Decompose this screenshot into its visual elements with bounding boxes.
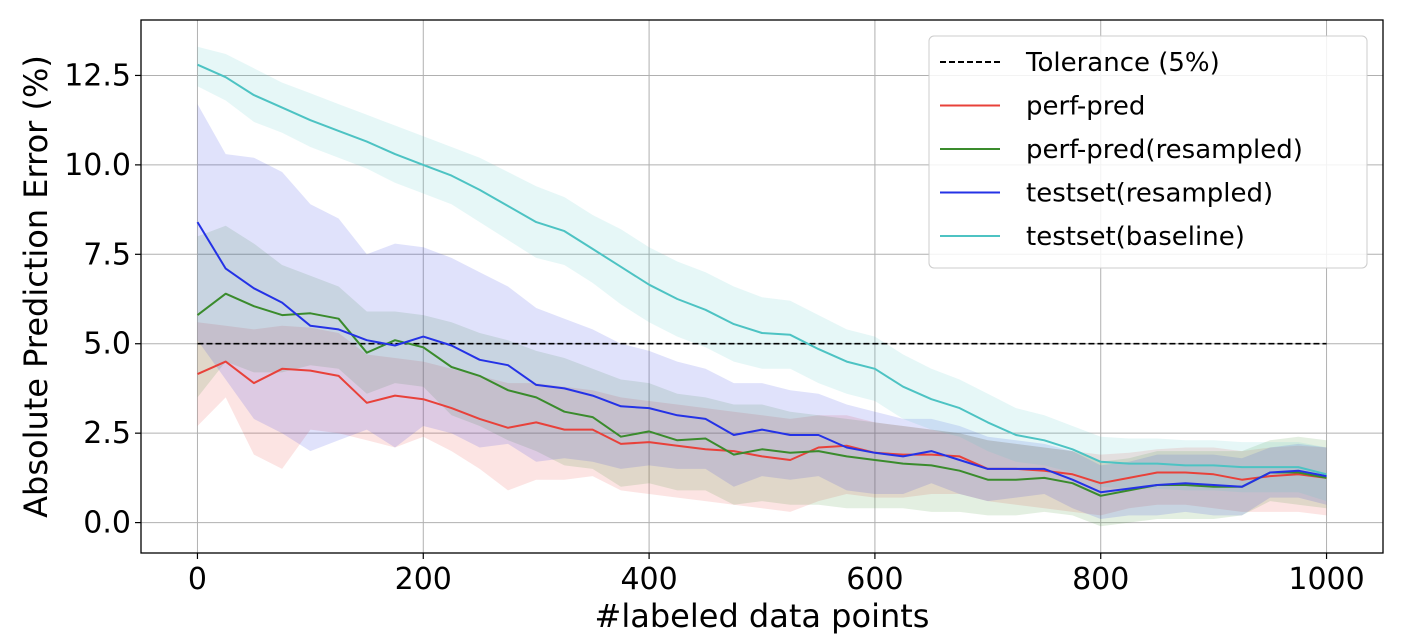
series-lines <box>196 63 1327 497</box>
confidence-band-perf-pred <box>197 322 1327 516</box>
legend-label: testset(resampled) <box>1026 179 1273 209</box>
x-tick-label: 600 <box>846 562 903 597</box>
series-line-testset-baseline- <box>197 63 1327 476</box>
legend-label: testset(baseline) <box>1026 222 1245 252</box>
confidence-band-testset-baseline- <box>197 46 1327 502</box>
legend-label: Tolerance (5%) <box>1025 48 1220 78</box>
legend: Tolerance (5%) perf-pred perf-pred(resampl… <box>928 35 1368 269</box>
series-line-perf-pred <box>197 360 1327 485</box>
y-tick-label: 7.5 <box>83 237 131 272</box>
x-tick-label: 400 <box>620 562 677 597</box>
x-tick-label: 800 <box>1072 562 1129 597</box>
y-tick-label: 5.0 <box>83 327 131 362</box>
y-axis-title: Absolute Prediction Error (%) <box>17 55 55 518</box>
y-tick-label: 10.0 <box>64 148 131 183</box>
x-axis-title: #labeled data points <box>595 597 930 635</box>
axis-ticks: 0 200 400 600 800 1000 0.0 2.5 5.0 7.5 10.0 12.5 <box>64 58 1365 597</box>
x-tick-label: 200 <box>395 562 452 597</box>
y-tick-label: 12.5 <box>64 58 131 93</box>
confidence-bands <box>197 46 1327 527</box>
legend-label: perf-pred <box>1026 92 1145 122</box>
legend-label: perf-pred(resampled) <box>1026 135 1303 165</box>
confidence-band-testset-resampled- <box>197 104 1327 519</box>
x-tick-label: 1000 <box>1288 562 1364 597</box>
y-tick-label: 2.5 <box>83 416 131 451</box>
confidence-band-perf-pred-resampled- <box>197 225 1327 527</box>
series-line-testset-resampled- <box>196 221 1327 494</box>
legend-box <box>928 35 1368 269</box>
x-tick-label: 0 <box>188 562 207 597</box>
plot-area-frame <box>140 19 1384 554</box>
y-tick-label: 0.0 <box>83 506 131 541</box>
